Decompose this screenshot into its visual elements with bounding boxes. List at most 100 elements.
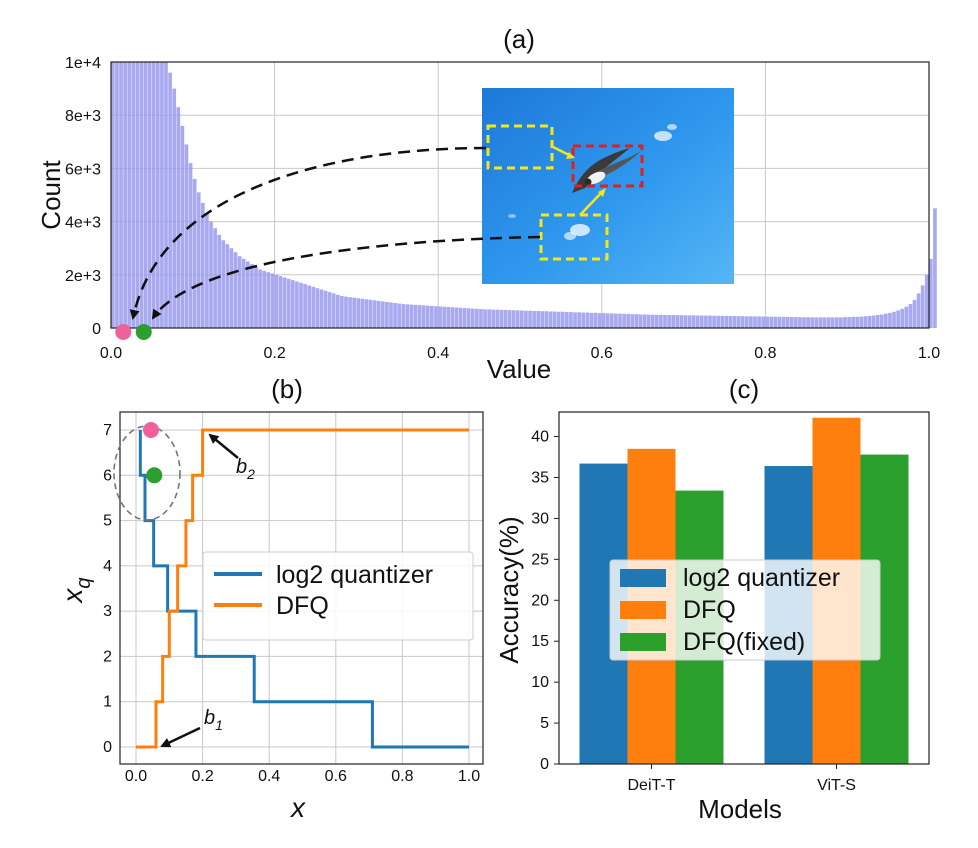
histogram-bar xyxy=(875,314,880,328)
histogram-bar xyxy=(151,62,156,328)
histogram-bar xyxy=(614,313,618,328)
histogram-bar xyxy=(209,221,213,328)
panel-c-y-ticks: 0 5 10 15 20 25 30 35 40 xyxy=(531,429,559,773)
histogram-bar xyxy=(450,307,455,328)
histogram-bar xyxy=(605,313,610,328)
histogram-bar xyxy=(560,311,565,328)
histogram-bar xyxy=(372,300,377,328)
inset-bird-photo xyxy=(482,88,734,284)
panel-b-y-ticks: 0 1 2 3 4 5 6 7 xyxy=(103,422,112,756)
histogram-bar xyxy=(736,316,741,328)
histogram-bar xyxy=(851,316,855,328)
y-tick-label: 0 xyxy=(103,739,112,756)
histogram-bar xyxy=(528,310,532,328)
histogram-bar xyxy=(924,274,929,328)
legend-label-log2: log2 quantizer xyxy=(276,561,433,589)
x-tick-label: 0.0 xyxy=(125,768,147,785)
histogram-bar xyxy=(626,313,631,328)
panel-a-y-label: Count xyxy=(36,160,66,230)
histogram-bar xyxy=(888,312,892,328)
histogram-bar xyxy=(176,107,181,328)
histogram-bar xyxy=(581,312,586,328)
histogram-bar xyxy=(184,144,189,328)
category-label: ViT-S xyxy=(817,777,856,794)
svg-text:b2: b2 xyxy=(236,456,255,482)
histogram-bar xyxy=(761,316,765,328)
histogram-bar xyxy=(749,316,753,328)
y-tick-label: 25 xyxy=(531,551,549,568)
histogram-bar xyxy=(274,274,279,328)
histogram-bar xyxy=(863,316,868,328)
histogram-bar xyxy=(654,314,659,328)
marker-dot-green xyxy=(135,324,152,340)
histogram-bar xyxy=(515,310,520,328)
legend-label-dfq: DFQ xyxy=(276,592,329,620)
histogram-bar xyxy=(438,306,442,328)
histogram-bar xyxy=(920,285,925,328)
sky-region-box-2 xyxy=(539,213,609,261)
histogram-bar xyxy=(695,315,700,328)
histogram-bar xyxy=(564,312,569,328)
histogram-bar xyxy=(667,314,671,328)
histogram-bar xyxy=(172,88,177,328)
histogram-bar xyxy=(217,234,222,328)
histogram-bar xyxy=(446,306,451,328)
series-line-log2-quantizer xyxy=(138,430,469,749)
histogram-bar xyxy=(728,316,733,328)
histogram-bar xyxy=(912,300,917,328)
histogram-bar xyxy=(160,62,164,328)
histogram-bar xyxy=(916,293,921,328)
histogram-bar xyxy=(430,305,434,328)
histogram-bar xyxy=(290,280,295,328)
histogram-bar xyxy=(593,312,598,328)
histogram-bar xyxy=(712,315,716,328)
category-label: DeiT-T xyxy=(628,777,676,794)
histogram-bar xyxy=(507,310,512,328)
panel-b-y-label: xq xyxy=(57,577,95,604)
histogram-bar xyxy=(650,314,655,328)
annotation-b1: b1 xyxy=(160,707,223,748)
panel-c-legend: log2 quantizer DFQ DFQ(fixed) xyxy=(609,559,881,661)
histogram-bar xyxy=(785,316,790,328)
histogram-bar xyxy=(475,308,479,328)
y-tick-label: 35 xyxy=(531,469,549,486)
histogram-bar xyxy=(397,303,401,328)
histogram-bar xyxy=(352,297,356,328)
histogram-bar xyxy=(691,315,696,328)
histogram-bar xyxy=(675,315,680,328)
histogram-bar xyxy=(266,272,271,328)
y-tick-label: 7 xyxy=(103,422,112,439)
panel-a-title: (a) xyxy=(503,24,535,54)
histogram-bar xyxy=(127,62,132,328)
histogram-bar xyxy=(757,316,761,328)
histogram-bar xyxy=(417,305,422,328)
histogram-bar xyxy=(892,311,896,328)
histogram-bar xyxy=(168,72,172,328)
x-tick-label: 0.0 xyxy=(100,345,122,362)
histogram-bar xyxy=(466,308,471,328)
x-tick-label: 0.4 xyxy=(258,768,280,785)
dashed-arrow-to-pink xyxy=(129,146,487,320)
histogram-bar xyxy=(802,317,806,328)
panel-c-x-label: Models xyxy=(698,794,782,824)
histogram-bar xyxy=(708,315,712,328)
x-tick-label: 0.6 xyxy=(591,345,613,362)
histogram-bar xyxy=(777,316,782,328)
histogram-bar xyxy=(933,208,937,328)
histogram-bar xyxy=(540,311,545,328)
seagull-icon xyxy=(572,148,642,193)
histogram-bar xyxy=(200,202,205,328)
histogram-bar xyxy=(360,298,365,328)
histogram-bar xyxy=(724,315,729,328)
series-line-dfq xyxy=(136,428,469,749)
histogram-bar xyxy=(552,311,557,328)
y-tick-label: 2 xyxy=(103,648,112,665)
marker-dot-pink xyxy=(142,422,159,438)
histogram-bar xyxy=(135,62,140,328)
histogram-bar xyxy=(340,296,344,328)
x-tick-label: 0.2 xyxy=(191,768,213,785)
panel-b-x-ticks: 0.0 0.2 0.4 0.6 0.8 1.0 xyxy=(125,768,480,785)
histogram-bar xyxy=(250,264,254,328)
histogram-bar xyxy=(671,315,676,328)
